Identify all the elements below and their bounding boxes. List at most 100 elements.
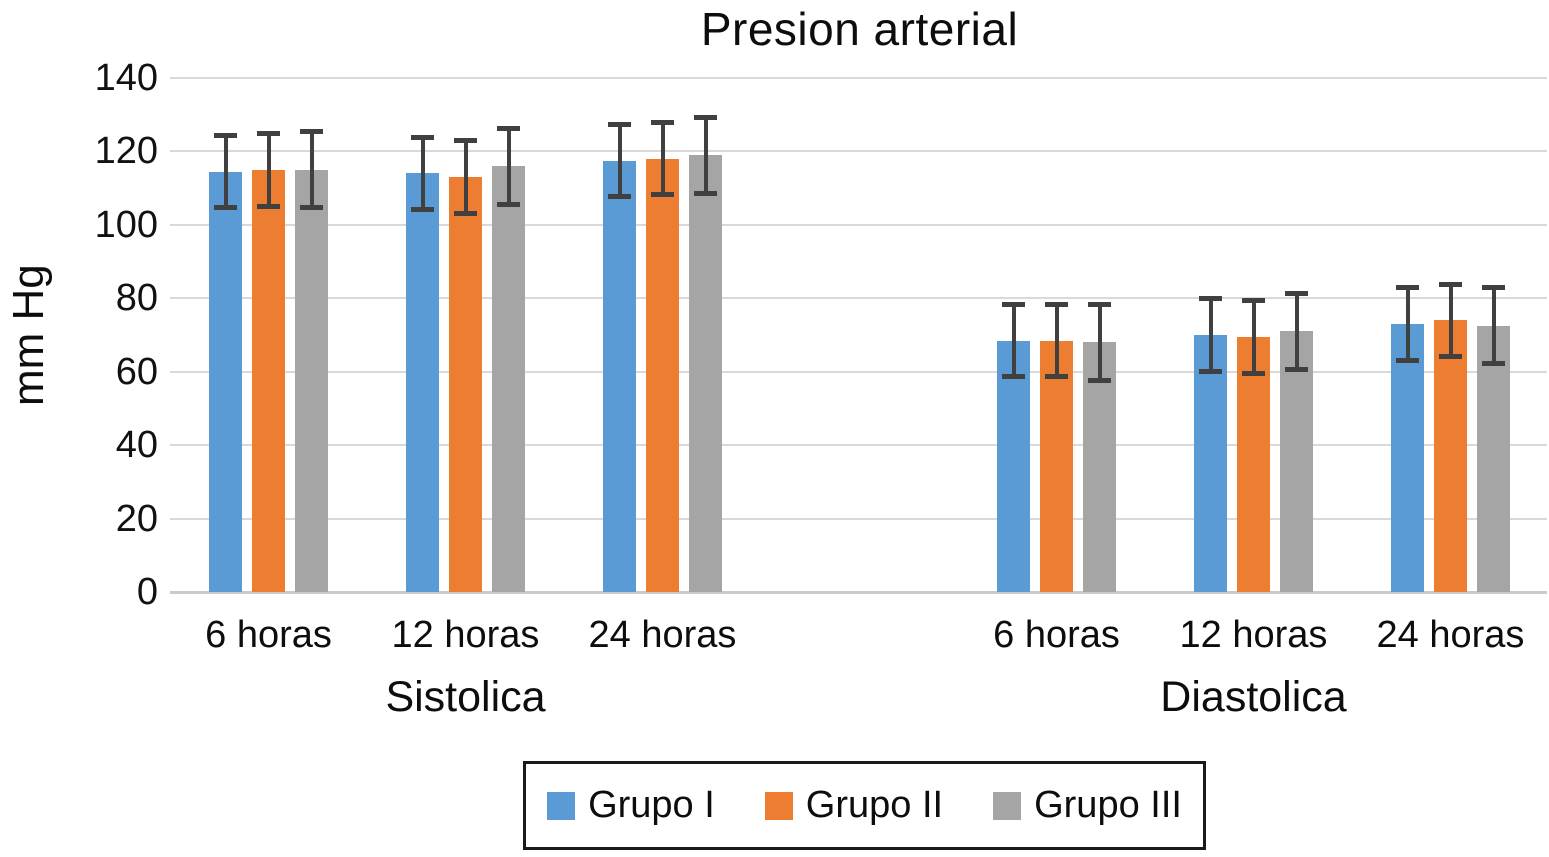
- error-bar-cap-top: [1439, 281, 1462, 287]
- error-bar-cap-top: [1199, 296, 1222, 302]
- y-tick-label: 60: [115, 350, 158, 393]
- bar: [1391, 323, 1424, 592]
- category-label: 24 horas: [1376, 614, 1525, 656]
- error-bar-cap-bottom: [257, 203, 280, 209]
- category-label: 6 horas: [993, 614, 1120, 656]
- error-bar-whisker: [420, 136, 425, 211]
- error-bar-whisker: [1251, 300, 1256, 374]
- error-bar-cap-top: [454, 138, 477, 144]
- error-bar-cap-bottom: [1088, 377, 1111, 383]
- bar: [1040, 340, 1073, 592]
- bar: [252, 169, 285, 592]
- error-bar-cap-top: [497, 125, 520, 131]
- legend-label: Grupo I: [588, 784, 715, 826]
- bar: [997, 340, 1030, 592]
- legend-item: Grupo III: [993, 784, 1182, 827]
- group-label: Sistolica: [385, 673, 546, 721]
- error-bar-cap-bottom: [1439, 354, 1462, 360]
- error-bar-cap-bottom: [1396, 357, 1419, 363]
- gridline: [170, 223, 1547, 226]
- error-bar-cap-top: [1482, 285, 1505, 291]
- error-bar-cap-bottom: [300, 205, 323, 211]
- bar: [1477, 325, 1510, 592]
- legend-item: Grupo II: [764, 784, 944, 827]
- gridline: [170, 297, 1547, 300]
- bar: [603, 160, 636, 592]
- error-bar-whisker: [703, 116, 708, 194]
- error-bar-whisker: [309, 131, 314, 209]
- error-bar-cap-top: [651, 120, 674, 126]
- legend-item: Grupo I: [547, 784, 715, 827]
- error-bar-whisker: [1208, 298, 1213, 372]
- category-label: 24 horas: [588, 614, 737, 656]
- error-bar-whisker: [506, 127, 511, 205]
- error-bar-cap-top: [1088, 301, 1111, 307]
- error-bar-whisker: [617, 123, 622, 198]
- gridline: [170, 370, 1547, 373]
- error-bar-cap-bottom: [454, 210, 477, 216]
- bar: [492, 166, 525, 592]
- error-bar-whisker: [1448, 283, 1453, 358]
- x-axis-line: [170, 591, 1547, 594]
- y-tick-label: 80: [115, 277, 158, 320]
- category-label: 6 horas: [205, 614, 332, 656]
- legend-label: Grupo III: [1034, 784, 1182, 826]
- error-bar-cap-top: [257, 131, 280, 137]
- y-tick-label: 100: [94, 203, 158, 246]
- error-bar-whisker: [1097, 303, 1102, 381]
- bar: [209, 171, 242, 592]
- y-tick-label: 0: [136, 571, 158, 613]
- bar: [1237, 336, 1270, 592]
- bar: [406, 173, 439, 592]
- error-bar-cap-top: [1396, 285, 1419, 291]
- bar: [295, 169, 328, 592]
- error-bar-cap-bottom: [497, 201, 520, 207]
- error-bar-whisker: [1491, 287, 1496, 365]
- error-bar-cap-top: [608, 121, 631, 127]
- legend: Grupo I Grupo II Grupo III: [523, 761, 1206, 850]
- error-bar-cap-bottom: [1002, 374, 1025, 380]
- chart-title: Presion arterial: [700, 3, 1019, 55]
- bar: [1434, 320, 1467, 592]
- gridline: [170, 517, 1547, 520]
- error-bar-cap-bottom: [214, 205, 237, 211]
- error-bar-cap-top: [694, 114, 717, 120]
- error-bar-cap-bottom: [1199, 368, 1222, 374]
- category-label: 12 horas: [391, 614, 540, 656]
- error-bar-cap-bottom: [651, 192, 674, 198]
- group-label: Diastolica: [1160, 673, 1347, 721]
- bar: [1083, 342, 1116, 592]
- legend-swatch-icon: [993, 791, 1022, 820]
- error-bar-cap-top: [1285, 290, 1308, 296]
- error-bar-whisker: [1011, 303, 1016, 378]
- category-label: 12 horas: [1179, 614, 1328, 656]
- error-bar-whisker: [1294, 292, 1299, 370]
- error-bar-cap-bottom: [608, 194, 631, 200]
- bar: [1280, 331, 1313, 592]
- error-bar-cap-top: [214, 132, 237, 138]
- y-tick-label: 120: [94, 130, 158, 173]
- y-tick-label: 20: [115, 497, 158, 540]
- bar: [449, 177, 482, 592]
- error-bar-whisker: [463, 140, 468, 214]
- error-bar-cap-bottom: [1285, 366, 1308, 372]
- error-bar-cap-bottom: [1045, 374, 1068, 380]
- y-tick-label: 40: [115, 424, 158, 467]
- gridline: [170, 444, 1547, 447]
- error-bar-cap-bottom: [411, 207, 434, 213]
- legend-swatch-icon: [547, 791, 576, 820]
- error-bar-cap-top: [1242, 298, 1265, 304]
- error-bar-cap-bottom: [1482, 361, 1505, 367]
- error-bar-cap-bottom: [694, 190, 717, 196]
- error-bar-cap-top: [411, 134, 434, 140]
- legend-label: Grupo II: [805, 784, 944, 826]
- bar: [646, 158, 679, 592]
- error-bar-cap-bottom: [1242, 370, 1265, 376]
- y-tick-label: 140: [94, 57, 158, 99]
- error-bar-whisker: [1405, 287, 1410, 361]
- error-bar-whisker: [223, 134, 228, 209]
- bar: [689, 155, 722, 592]
- gridline: [170, 150, 1547, 153]
- error-bar-cap-top: [1045, 301, 1068, 307]
